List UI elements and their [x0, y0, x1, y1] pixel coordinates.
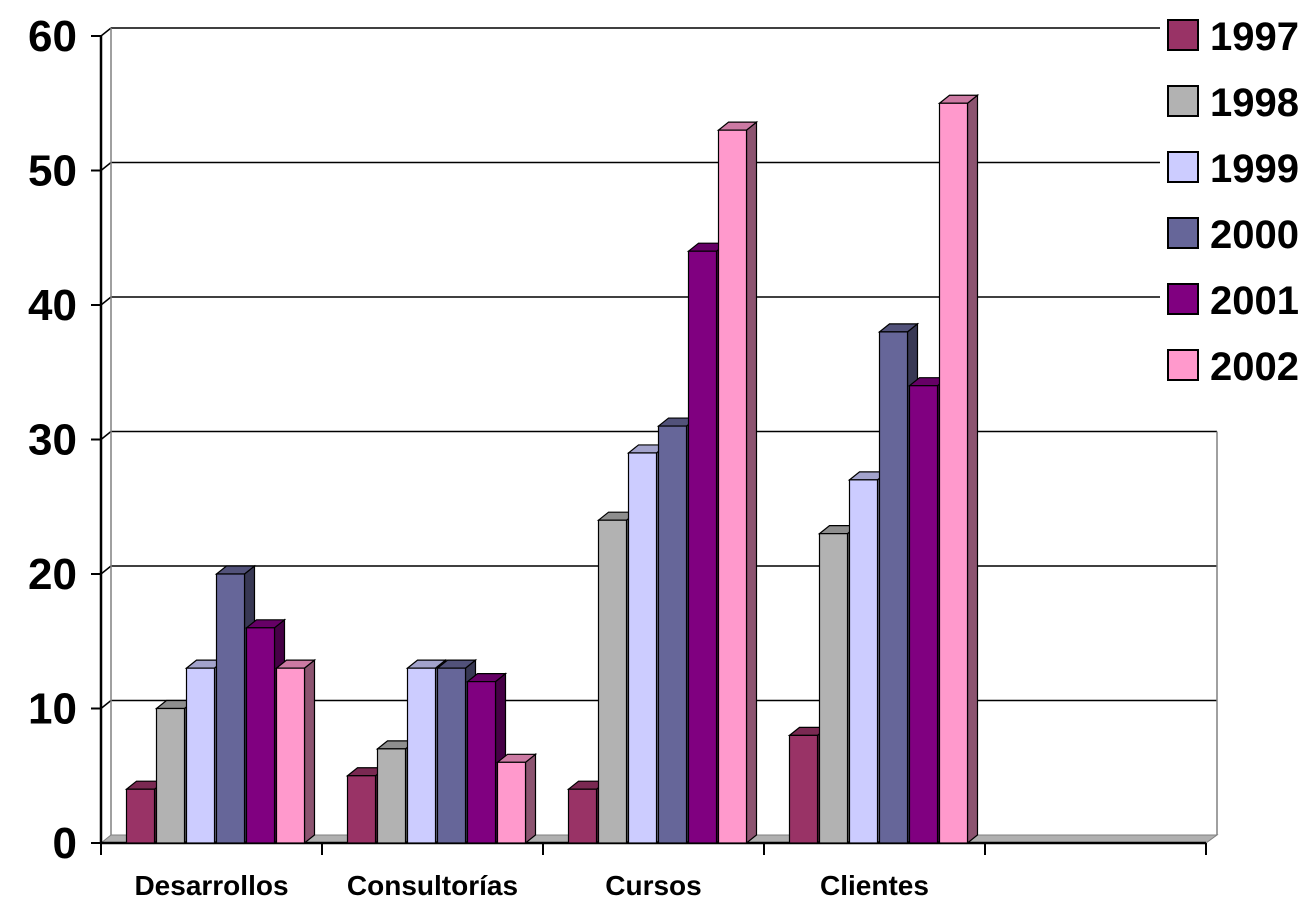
gridline-depth: [100, 296, 112, 306]
legend-swatch: [1167, 85, 1199, 117]
bar-front: [627, 452, 658, 844]
bar: [937, 94, 980, 845]
bar-front: [818, 533, 849, 844]
bar: [274, 658, 317, 845]
bar-side: [303, 658, 316, 845]
x-tick-label: Consultorías: [347, 870, 518, 900]
bar-front: [215, 573, 246, 844]
bar-front: [848, 479, 879, 844]
bar-front: [346, 775, 377, 844]
legend-label: 1997: [1210, 15, 1299, 59]
bar-front: [466, 680, 497, 844]
bar-front: [687, 250, 718, 844]
bar: [877, 322, 920, 845]
bar-front: [657, 425, 688, 844]
gridline-depth: [100, 27, 112, 37]
bar-side: [524, 753, 537, 845]
bar-side: [745, 120, 758, 845]
bar-front: [597, 519, 628, 844]
bar-front: [496, 761, 527, 844]
bar: [465, 672, 508, 845]
bar-front: [788, 734, 819, 844]
bar-front: [245, 627, 276, 844]
bar-front: [376, 748, 407, 844]
bar: [716, 120, 759, 845]
y-tick-label: 50: [28, 147, 77, 196]
legend-background: [1160, 0, 1314, 406]
x-tick-label: Clientes: [820, 870, 929, 900]
bar-front: [908, 385, 939, 844]
legend-swatch: [1167, 349, 1199, 381]
legend-label: 1999: [1210, 147, 1299, 191]
y-axis-ticks: 0 10 20 30 40 50 60: [28, 12, 101, 868]
legend-swatch: [1167, 151, 1199, 183]
gridline-depth: [100, 161, 112, 172]
legend-label: 1998: [1210, 81, 1299, 125]
bar-front: [717, 129, 748, 844]
y-tick-label: 60: [28, 12, 77, 61]
bar-front: [275, 667, 306, 844]
legend-swatch: [1167, 283, 1199, 315]
bar: [495, 753, 538, 845]
x-tick-label: Desarrollos: [134, 870, 288, 900]
x-axis-ticks: Desarrollos Consultorías Cursos Clientes: [100, 843, 1207, 900]
bar-front: [878, 331, 909, 844]
legend-label: 2002: [1210, 345, 1299, 389]
gridline-depth: [100, 699, 112, 710]
y-tick-label: 30: [28, 416, 77, 465]
bar-front: [938, 102, 969, 844]
bar-front: [185, 667, 216, 844]
legend-swatch: [1167, 217, 1199, 249]
bar-front: [406, 667, 437, 844]
gridline-depth: [100, 430, 112, 441]
bars: [124, 94, 980, 845]
y-tick-label: 10: [28, 685, 77, 734]
bar-front: [125, 788, 156, 844]
x-tick-label: Cursos: [605, 870, 701, 900]
legend-label: 2000: [1210, 213, 1299, 257]
bar-front: [155, 707, 186, 844]
legend-label: 2001: [1210, 279, 1299, 323]
legend: 1997 1998 1999 2000 2001 2002: [1160, 0, 1314, 406]
y-tick-label: 20: [28, 550, 77, 599]
bar-front: [567, 788, 598, 844]
bar-front: [436, 667, 467, 844]
gridline-depth: [100, 565, 112, 575]
y-tick-label: 40: [28, 281, 77, 330]
bar-side: [966, 94, 979, 845]
y-tick-label: 0: [53, 819, 77, 868]
legend-swatch: [1167, 19, 1199, 51]
